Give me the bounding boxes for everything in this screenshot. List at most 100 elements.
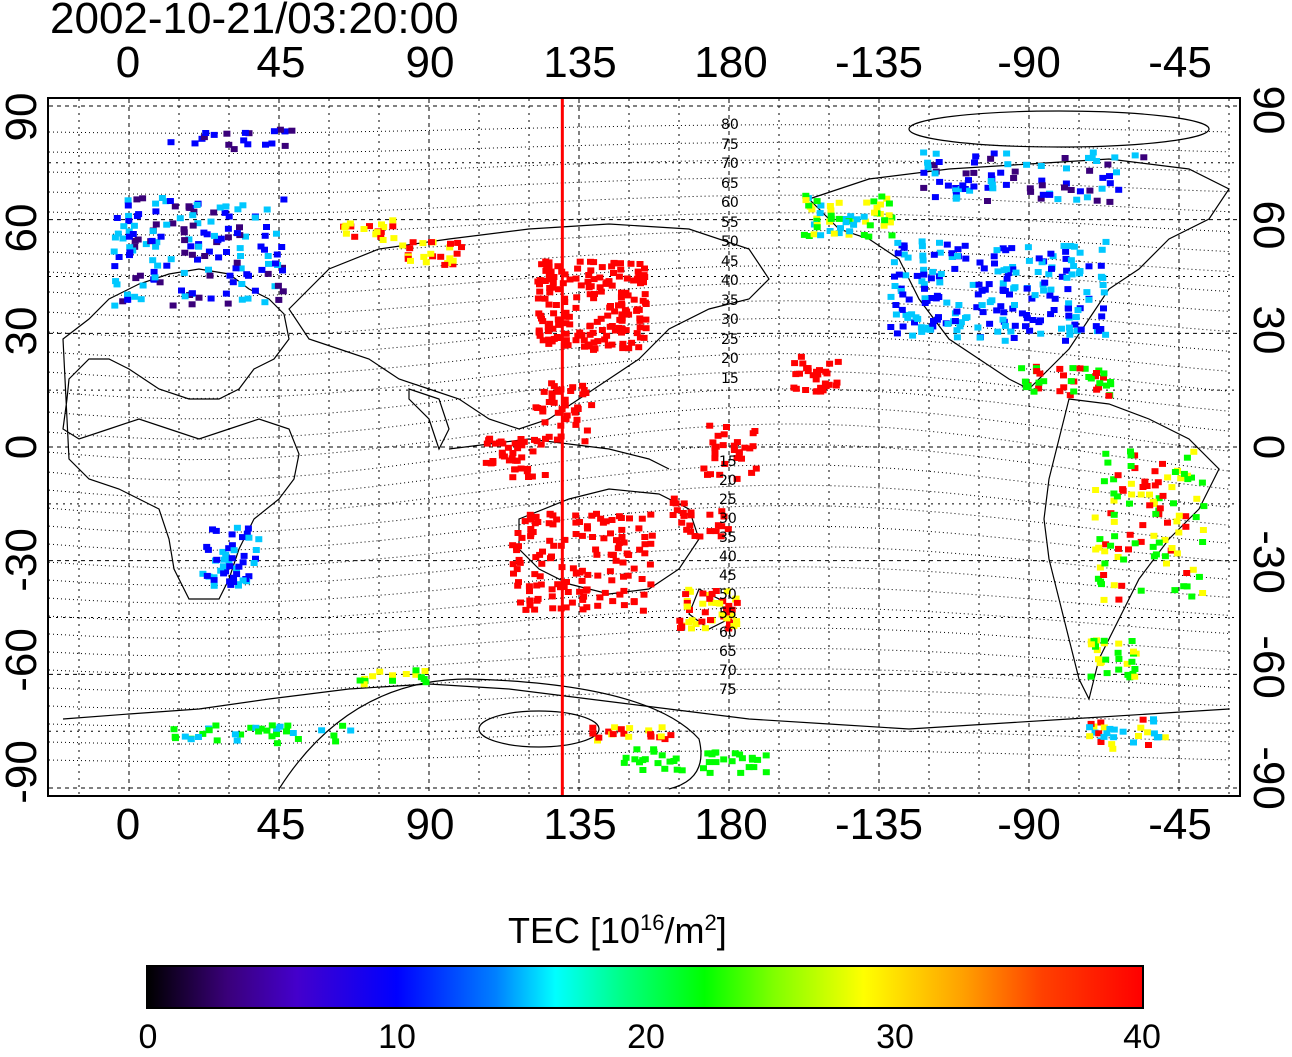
- tec-point: [500, 453, 508, 460]
- tec-point: [111, 263, 119, 270]
- tec-point: [591, 291, 598, 297]
- tec-point: [483, 440, 491, 447]
- tec-point: [970, 169, 978, 176]
- tec-point: [1149, 498, 1157, 505]
- tec-point: [243, 530, 251, 537]
- tec-point: [678, 767, 686, 774]
- tec-point: [738, 755, 746, 762]
- tec-point: [1100, 572, 1108, 578]
- tec-point: [645, 727, 653, 734]
- tec-point: [181, 249, 189, 256]
- tec-point: [217, 235, 225, 242]
- tec-point: [114, 230, 122, 237]
- tec-point: [817, 232, 825, 239]
- tec-point: [972, 153, 980, 160]
- tec-point: [597, 515, 605, 522]
- tec-point: [873, 204, 881, 211]
- tec-point: [546, 285, 554, 291]
- tec-point: [264, 270, 272, 277]
- tec-point: [230, 574, 237, 581]
- tec-point: [130, 222, 138, 229]
- tec-point: [990, 150, 998, 157]
- tec-point: [930, 251, 938, 258]
- tec-point: [935, 159, 943, 165]
- tec-point: [421, 668, 429, 674]
- tec-point: [617, 726, 625, 733]
- tec-point: [1193, 495, 1201, 502]
- tec-point: [921, 295, 929, 302]
- tec-point: [215, 254, 223, 261]
- bottom-tick: -135: [834, 800, 924, 849]
- tec-point: [1111, 154, 1119, 161]
- tec-point: [1131, 673, 1139, 680]
- tec-point: [745, 764, 753, 771]
- tec-point: [837, 225, 844, 232]
- tec-point: [561, 295, 569, 302]
- magnetic-latitude-label: 55: [721, 214, 739, 231]
- tec-point: [999, 316, 1007, 323]
- tec-point: [712, 759, 720, 766]
- tec-point: [172, 735, 179, 742]
- tec-point: [535, 329, 543, 336]
- tec-point: [1093, 158, 1101, 164]
- tec-point: [1115, 666, 1123, 673]
- tec-point: [917, 324, 925, 331]
- tec-point: [932, 295, 940, 302]
- top-tick: -90: [997, 38, 1061, 87]
- tec-point: [999, 286, 1007, 293]
- tec-point: [228, 531, 236, 538]
- tec-point: [918, 238, 926, 245]
- tec-point: [657, 733, 665, 740]
- tec-point: [642, 316, 650, 323]
- tec-point: [332, 738, 340, 745]
- tec-point: [1085, 374, 1093, 380]
- tec-point: [1009, 266, 1017, 273]
- tec-point: [273, 230, 280, 237]
- tec-point: [139, 195, 147, 202]
- tec-point: [528, 473, 536, 480]
- tec-point: [1000, 267, 1008, 274]
- tec-point: [504, 444, 512, 451]
- tec-point: [449, 257, 457, 264]
- tec-point: [1076, 188, 1084, 195]
- tec-point: [1098, 185, 1106, 192]
- tec-point: [870, 198, 878, 205]
- tec-point: [574, 265, 582, 272]
- tec-point: [1111, 533, 1119, 540]
- tec-point: [1085, 154, 1092, 161]
- tec-point: [428, 239, 435, 246]
- tec-point: [605, 278, 613, 285]
- tec-point: [255, 536, 263, 543]
- tec-point: [911, 319, 918, 326]
- tec-point: [366, 223, 373, 230]
- tec-point: [937, 271, 945, 277]
- magnetic-latitude-label: 70: [719, 663, 737, 679]
- tec-point: [969, 281, 977, 288]
- tec-point: [612, 557, 620, 564]
- tec-point: [245, 534, 253, 541]
- tec-point: [706, 422, 714, 429]
- tec-point: [212, 722, 220, 729]
- tec-point: [902, 272, 910, 279]
- tec-point: [647, 581, 655, 588]
- tec-point: [805, 202, 813, 209]
- tec-point: [572, 304, 580, 311]
- tec-point: [578, 567, 586, 574]
- tec-point: [171, 203, 179, 210]
- tec-point: [587, 267, 595, 274]
- tec-point: [1093, 197, 1101, 204]
- tec-point: [181, 733, 189, 740]
- tec-point: [1183, 454, 1191, 461]
- tec-point: [1054, 196, 1062, 203]
- magnetic-latitude-contour: [49, 177, 1230, 195]
- tec-point: [166, 198, 174, 204]
- tec-point: [617, 260, 624, 267]
- tec-point: [1051, 295, 1059, 302]
- tec-point: [1103, 670, 1111, 677]
- tec-point: [1170, 500, 1177, 507]
- tec-point: [250, 560, 258, 566]
- tec-point: [536, 573, 544, 580]
- tec-point: [137, 296, 145, 303]
- tec-point: [813, 198, 821, 205]
- tec-point: [1115, 186, 1123, 193]
